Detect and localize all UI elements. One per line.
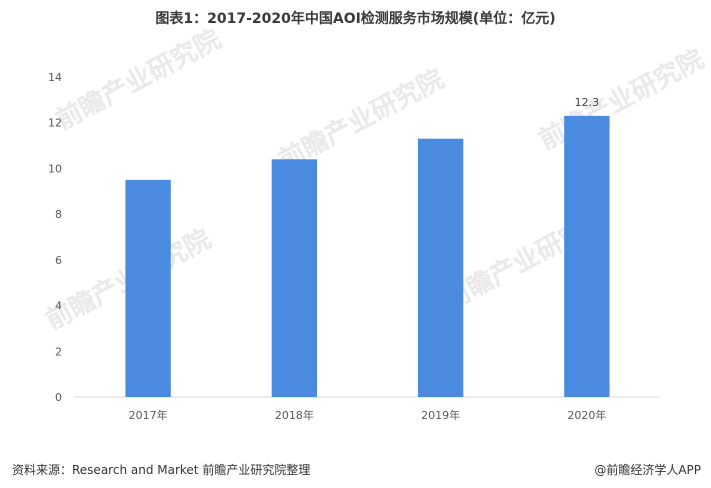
bar	[125, 179, 171, 397]
bar	[271, 159, 318, 397]
watermark-text: 前瞻产业研究院	[51, 23, 226, 136]
x-axis: 2017年 2018年 2019年 2020年	[129, 408, 607, 422]
y-tick-label: 4	[55, 300, 62, 313]
y-tick-label: 0	[55, 391, 62, 404]
bar	[417, 138, 464, 397]
footer: 资料来源：Research and Market 前瞻产业研究院整理 @前瞻经济…	[0, 453, 711, 488]
bars	[125, 115, 610, 397]
y-tick-label: 2	[55, 345, 62, 358]
y-tick-label: 8	[55, 208, 62, 221]
x-tick-label: 2018年	[275, 408, 314, 422]
data-label: 12.3	[575, 96, 600, 109]
y-tick-label: 6	[55, 254, 62, 267]
y-tick-label: 10	[48, 162, 62, 175]
data-labels: 12.3	[575, 96, 600, 109]
bar	[564, 115, 610, 397]
source-note: 资料来源：Research and Market 前瞻产业研究院整理	[12, 463, 311, 477]
chart-title: 图表1：2017-2020年中国AOI检测服务市场规模(单位：亿元)	[155, 11, 556, 27]
x-tick-label: 2017年	[129, 408, 168, 422]
watermark-text: 前瞻产业研究院	[534, 43, 709, 156]
y-axis: 0 2 4 6 8 10 12 14	[48, 71, 62, 404]
bar-chart: 前瞻产业研究院前瞻产业研究院前瞻产业研究院前瞻产业研究院前瞻产业研究院 0246…	[41, 23, 709, 422]
y-tick-label: 14	[48, 71, 62, 84]
y-tick-label: 12	[48, 117, 62, 130]
x-tick-label: 2019年	[421, 408, 460, 422]
x-tick-label: 2020年	[567, 408, 606, 422]
brand-credit: @前瞻经济学人APP	[594, 463, 701, 477]
